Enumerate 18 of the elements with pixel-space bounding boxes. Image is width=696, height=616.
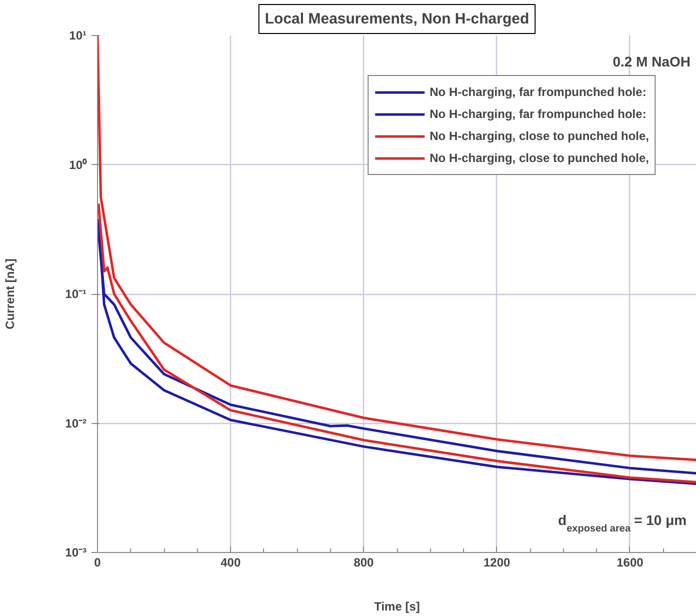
y-tick-label: 10⁻¹ [65,287,87,301]
x-tick-label: 0 [94,556,102,570]
legend-label: No H-charging, close to punched hole, [430,129,649,143]
y-tick-label: 10⁻² [65,416,87,430]
annotation: 0.2 M NaOH [612,53,691,70]
x-tick-label: 1600 [616,556,644,570]
legend-label: No H-charging, far frompunched hole: [430,107,646,121]
legend-label: No H-charging, far frompunched hole: [430,85,646,99]
y-tick-label: 10⁻³ [65,546,87,560]
x-tick-label: 1200 [483,556,511,570]
x-tick-label: 400 [220,556,241,570]
y-tick-label: 10⁰ [69,158,88,172]
x-tick-label: 800 [354,556,374,570]
chart-title: Local Measurements, Non H-charged [264,10,530,28]
y-axis-title: Current [nA] [3,258,18,330]
y-tick-label: 10¹ [69,28,87,42]
legend-label: No H-charging, close to punched hole, [430,151,649,165]
x-axis-title: Time [s] [374,600,420,614]
